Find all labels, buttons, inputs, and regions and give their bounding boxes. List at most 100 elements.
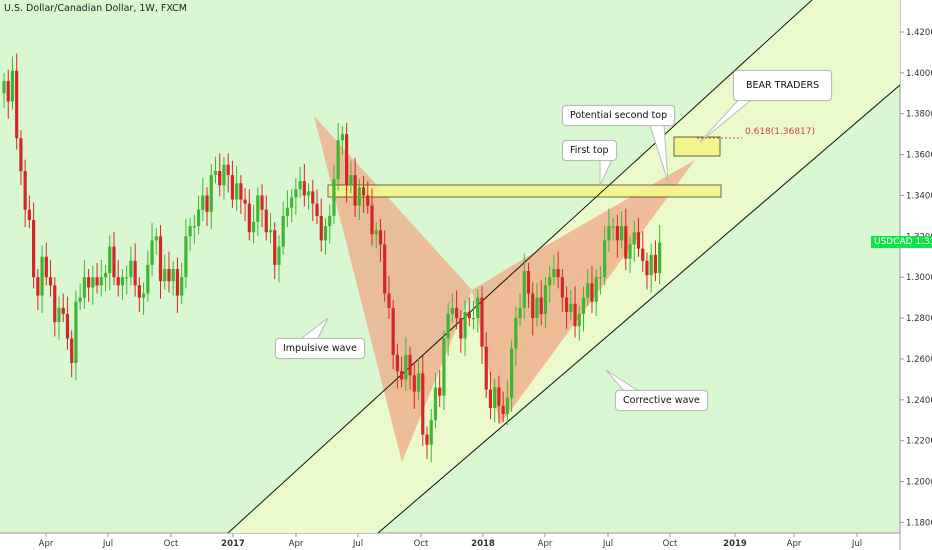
candle bbox=[370, 188, 374, 246]
candle bbox=[103, 264, 108, 292]
candle-body bbox=[476, 297, 480, 319]
candle bbox=[400, 356, 404, 388]
potential-second-top-note[interactable]: Potential second top bbox=[562, 105, 676, 126]
candle bbox=[184, 218, 188, 289]
candle bbox=[32, 202, 36, 289]
candle-body bbox=[19, 138, 23, 171]
candle-body bbox=[239, 183, 243, 200]
x-tick-label: Apr bbox=[787, 539, 802, 549]
candle-body bbox=[311, 191, 315, 204]
candle-body bbox=[467, 311, 471, 319]
first-top-zone[interactable] bbox=[327, 184, 722, 198]
candle-body bbox=[36, 277, 40, 296]
candle-body bbox=[65, 313, 70, 339]
candle bbox=[129, 246, 133, 286]
candle-body bbox=[175, 269, 180, 296]
y-tick-label: 1.42000 bbox=[906, 28, 932, 38]
bear-traders-note[interactable]: BEAR TRADERS bbox=[733, 70, 833, 101]
candle-body bbox=[531, 293, 535, 319]
candle-body bbox=[433, 387, 438, 421]
candle-body bbox=[277, 246, 281, 265]
candle-body bbox=[82, 277, 86, 298]
candle bbox=[27, 195, 31, 229]
candle bbox=[239, 175, 243, 214]
candle-body bbox=[438, 387, 442, 396]
candle bbox=[175, 257, 180, 313]
candle-body bbox=[615, 226, 619, 241]
candle bbox=[374, 222, 378, 249]
candle bbox=[628, 236, 632, 274]
candle-body bbox=[306, 191, 311, 196]
candle-body bbox=[624, 226, 628, 259]
candle bbox=[150, 223, 154, 277]
candle bbox=[383, 230, 387, 302]
candle-body bbox=[290, 197, 294, 208]
symbol-label: USDCAD bbox=[874, 237, 913, 247]
candle bbox=[624, 208, 628, 271]
candle-body bbox=[260, 195, 264, 210]
candle-body bbox=[641, 248, 645, 261]
candle-body bbox=[340, 134, 344, 141]
candle-body bbox=[526, 271, 531, 294]
candle-body bbox=[603, 240, 607, 278]
candle-body bbox=[611, 226, 615, 228]
y-tick-label: 1.34000 bbox=[906, 191, 932, 201]
candle bbox=[438, 370, 442, 407]
candle-body bbox=[577, 313, 581, 327]
candle bbox=[501, 391, 505, 423]
candle-body bbox=[543, 285, 548, 314]
candle-body bbox=[315, 203, 319, 216]
fib-target-zone[interactable] bbox=[673, 136, 721, 157]
candle-body bbox=[391, 307, 395, 355]
candle-body bbox=[74, 301, 78, 363]
candle bbox=[586, 269, 590, 306]
corrective-wave-pointer bbox=[605, 369, 641, 393]
candle-body bbox=[273, 230, 277, 265]
candle-body bbox=[353, 175, 357, 206]
candle-body bbox=[70, 338, 74, 363]
y-tick-label: 1.20000 bbox=[906, 478, 932, 488]
candle-body bbox=[560, 277, 564, 298]
candle-body bbox=[256, 195, 260, 223]
candle bbox=[603, 226, 607, 286]
x-tick-label: 2019 bbox=[723, 539, 747, 549]
x-tick-label: Apr bbox=[39, 539, 54, 549]
candle bbox=[433, 373, 438, 429]
candle bbox=[353, 157, 357, 217]
candle bbox=[290, 189, 294, 223]
candle bbox=[19, 130, 23, 186]
candle-body bbox=[10, 70, 15, 102]
candle bbox=[247, 189, 251, 241]
channel-lower-line[interactable] bbox=[377, 84, 901, 534]
candle-body bbox=[264, 209, 268, 233]
candle-body bbox=[518, 307, 522, 319]
candle bbox=[281, 201, 285, 255]
impulsive-wave-note[interactable]: Impulsive wave bbox=[275, 338, 365, 359]
candle-body bbox=[480, 297, 484, 347]
x-tick-label: Oct bbox=[164, 539, 179, 549]
candle bbox=[70, 330, 74, 378]
candle bbox=[10, 56, 15, 110]
x-tick-label: Oct bbox=[663, 539, 678, 549]
candle bbox=[116, 259, 120, 297]
candle-body bbox=[95, 277, 99, 286]
candle bbox=[560, 269, 564, 312]
candle bbox=[442, 330, 446, 410]
candle bbox=[349, 160, 353, 194]
candle bbox=[319, 198, 323, 252]
candle-body bbox=[171, 269, 175, 282]
candle bbox=[235, 165, 239, 211]
first-top-note[interactable]: First top bbox=[562, 140, 617, 161]
candle bbox=[340, 125, 344, 155]
candle-body bbox=[505, 397, 509, 415]
candle-body bbox=[332, 179, 336, 216]
candle-body bbox=[404, 354, 408, 380]
corrective-wave-note[interactable]: Corrective wave bbox=[615, 390, 708, 411]
candle bbox=[645, 252, 649, 290]
candle-body bbox=[2, 81, 6, 94]
channel-upper-line[interactable] bbox=[227, 0, 813, 534]
candle bbox=[74, 290, 78, 381]
candle-body bbox=[137, 285, 141, 298]
candle bbox=[535, 283, 539, 327]
candle bbox=[36, 269, 40, 310]
